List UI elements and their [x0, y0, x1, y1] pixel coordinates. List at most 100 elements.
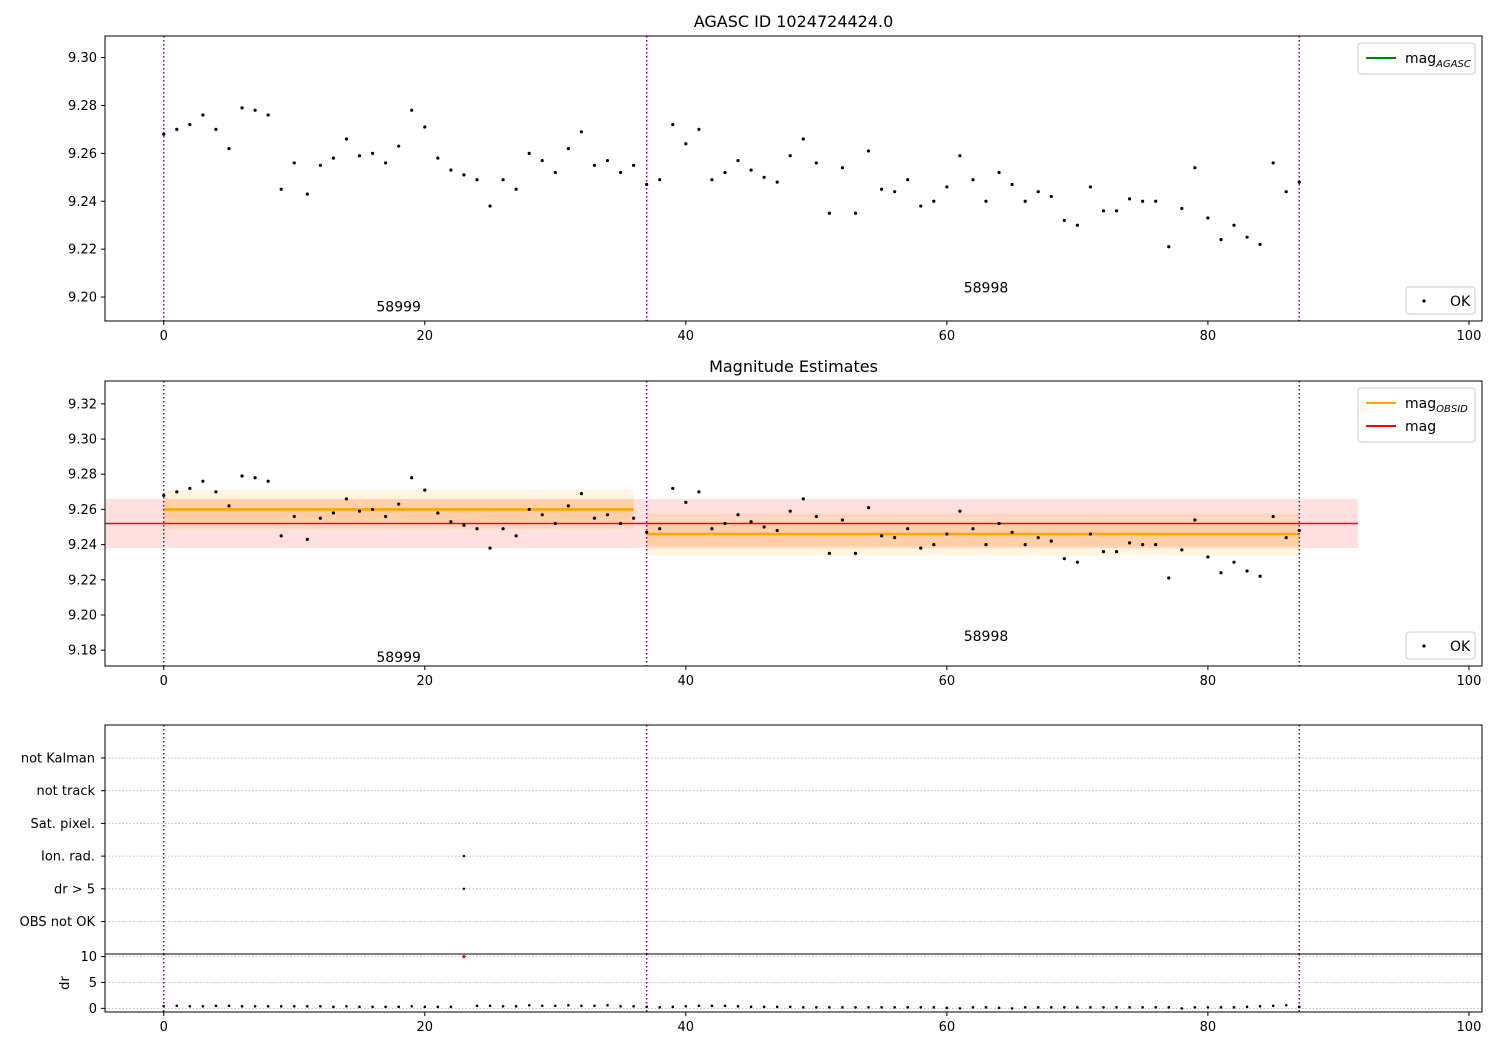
mag-point — [762, 175, 766, 179]
plot-frame — [104, 724, 1483, 955]
mag-point — [318, 516, 322, 520]
dr-point — [345, 1005, 348, 1008]
dr-point — [1115, 1006, 1118, 1009]
mag-point — [162, 493, 166, 497]
mag-point — [1193, 166, 1197, 170]
legend-label: mag — [1405, 419, 1436, 435]
dr-point — [1167, 1006, 1171, 1009]
mag-point — [1297, 180, 1301, 184]
mag-point — [357, 509, 362, 513]
obsid-annotation: 58999 — [376, 650, 421, 666]
mag-point — [1245, 235, 1249, 239]
mag-point — [827, 211, 831, 215]
dr-point — [932, 1006, 936, 1009]
mag-point — [671, 486, 675, 490]
mag-point — [370, 151, 375, 155]
mag-point — [919, 546, 923, 550]
dr-point — [1232, 1006, 1236, 1009]
mag-point — [645, 182, 649, 187]
y-tick-label: 9.28 — [68, 468, 97, 483]
dr-point — [710, 1004, 714, 1008]
mag-point — [410, 108, 414, 112]
mag-point — [344, 497, 349, 501]
dr-point — [841, 1006, 844, 1009]
mag-point — [1258, 242, 1262, 246]
dr-point — [1102, 1006, 1105, 1009]
mag-point — [710, 527, 714, 531]
dr-point — [1023, 1006, 1027, 1009]
flag-category-label: dr > 5 — [54, 882, 95, 897]
mag-point — [462, 173, 466, 177]
x-tick-label: 40 — [678, 329, 695, 344]
mag-point — [1271, 161, 1275, 165]
mag-point — [984, 199, 988, 203]
mag-point — [1088, 532, 1093, 536]
mag-point — [814, 161, 818, 165]
mag-point — [227, 146, 231, 151]
mag-point — [188, 123, 192, 127]
mag-point — [292, 161, 296, 165]
mag-point — [1258, 574, 1262, 578]
legend-box — [1405, 286, 1476, 315]
y-tick-label: 9.20 — [68, 291, 97, 306]
mag-point — [1141, 199, 1145, 203]
dr-point — [815, 1006, 818, 1009]
dr-point — [175, 1004, 179, 1008]
mag-point — [723, 170, 727, 175]
dr-point — [788, 1005, 792, 1009]
mag-point — [331, 156, 336, 160]
mag-point — [801, 497, 805, 501]
mag-point — [527, 507, 531, 512]
mag-point — [201, 113, 205, 117]
mag-point — [1180, 206, 1184, 211]
dr-point — [1036, 1006, 1040, 1009]
mag-point — [1206, 216, 1210, 220]
mag-point — [514, 187, 518, 191]
dr-point — [253, 1005, 257, 1008]
mag-point — [540, 158, 544, 163]
legend-label-subscript: AGASC — [1435, 59, 1471, 70]
y-tick-label: 9.26 — [68, 147, 97, 162]
dr-point — [971, 1006, 975, 1009]
mag-point — [1101, 550, 1106, 554]
legend-box — [1357, 387, 1476, 443]
dr-point — [397, 1005, 400, 1009]
dr-point — [1076, 1006, 1079, 1009]
mag-point — [1219, 571, 1223, 575]
mag-point — [932, 543, 936, 547]
mag-point — [344, 137, 349, 141]
mag-point — [423, 125, 427, 129]
mag-point — [1193, 518, 1197, 522]
dr-point — [214, 1004, 218, 1008]
mag-point — [201, 479, 205, 483]
mag-point — [1023, 543, 1027, 547]
y-tick-label: 9.18 — [68, 644, 97, 659]
dr-point — [410, 1005, 414, 1008]
mag-point — [384, 161, 388, 165]
y-tick-label: 9.32 — [68, 397, 97, 412]
legend-point-swatch — [1422, 644, 1426, 648]
mag-point — [1245, 569, 1249, 573]
dr-point — [775, 1005, 779, 1009]
y-tick-label: 9.22 — [68, 573, 97, 588]
mag-point — [710, 178, 714, 182]
mag-point — [866, 506, 871, 510]
mag-point — [840, 518, 845, 522]
legend-label: OK — [1450, 294, 1471, 310]
mag-point — [1127, 197, 1132, 201]
dr-point — [162, 1005, 166, 1008]
mag-point — [971, 178, 975, 182]
y-tick-label: 9.22 — [68, 243, 97, 258]
mag-point — [1114, 209, 1119, 213]
mag-point — [906, 527, 910, 531]
mag-point — [1219, 237, 1223, 242]
mag-point — [592, 163, 597, 167]
dr-point — [332, 1005, 335, 1009]
mag-point — [266, 113, 270, 117]
mag-point — [384, 514, 388, 519]
dr-point — [645, 1005, 648, 1009]
dr-point — [684, 1005, 688, 1008]
dr-point — [423, 1005, 427, 1009]
mag-point — [1010, 530, 1014, 534]
mag-point — [1232, 560, 1236, 564]
